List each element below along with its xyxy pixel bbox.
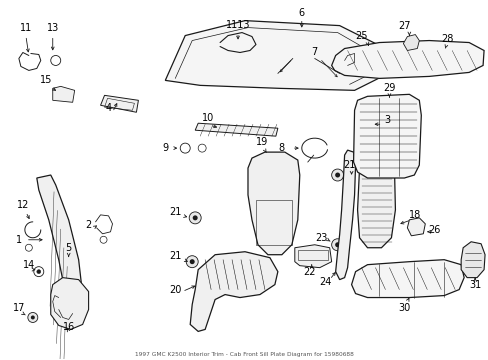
Polygon shape — [335, 150, 355, 280]
Circle shape — [189, 212, 201, 224]
Text: 23: 23 — [315, 233, 327, 243]
Text: 22: 22 — [303, 267, 315, 276]
Text: 25: 25 — [355, 31, 367, 41]
Polygon shape — [51, 278, 88, 329]
Text: 15: 15 — [40, 75, 52, 85]
Text: 31: 31 — [468, 280, 480, 289]
Text: 9: 9 — [162, 143, 168, 153]
Polygon shape — [37, 175, 82, 310]
Text: 24: 24 — [319, 276, 331, 287]
Text: 12: 12 — [17, 200, 29, 210]
Polygon shape — [195, 123, 277, 136]
Text: 1: 1 — [16, 235, 22, 245]
Circle shape — [192, 215, 197, 220]
Polygon shape — [53, 86, 75, 102]
Polygon shape — [403, 35, 419, 50]
Polygon shape — [247, 152, 299, 255]
Polygon shape — [460, 242, 484, 278]
Circle shape — [269, 67, 285, 84]
Polygon shape — [101, 95, 138, 112]
Text: 6: 6 — [298, 8, 304, 18]
Polygon shape — [165, 21, 388, 90]
Text: 13: 13 — [46, 23, 59, 33]
Text: 4: 4 — [105, 103, 111, 113]
Text: 26: 26 — [427, 225, 440, 235]
Text: 21: 21 — [169, 251, 181, 261]
Text: 18: 18 — [408, 210, 421, 220]
Circle shape — [331, 169, 343, 181]
Polygon shape — [331, 41, 483, 78]
Text: 5: 5 — [65, 243, 72, 253]
Polygon shape — [357, 150, 395, 248]
Text: 21: 21 — [169, 207, 181, 217]
Circle shape — [331, 239, 343, 251]
Text: 28: 28 — [440, 33, 452, 44]
Text: 7: 7 — [311, 48, 317, 58]
Text: 29: 29 — [383, 84, 395, 93]
Text: 20: 20 — [169, 284, 181, 294]
Circle shape — [329, 72, 345, 88]
Text: 1113: 1113 — [225, 19, 250, 30]
Text: 11: 11 — [20, 23, 32, 33]
Text: 21: 21 — [343, 160, 355, 170]
Text: 16: 16 — [62, 323, 75, 332]
Polygon shape — [353, 94, 421, 178]
Circle shape — [31, 315, 35, 319]
Text: 3: 3 — [384, 115, 390, 125]
Polygon shape — [294, 245, 331, 268]
Text: 30: 30 — [397, 302, 409, 312]
Circle shape — [334, 242, 340, 247]
Text: 1997 GMC K2500 Interior Trim - Cab Front Sill Plate Diagram for 15980688: 1997 GMC K2500 Interior Trim - Cab Front… — [134, 352, 353, 357]
Text: 17: 17 — [13, 302, 25, 312]
Text: 27: 27 — [397, 21, 410, 31]
Polygon shape — [351, 260, 463, 298]
Text: 10: 10 — [202, 113, 214, 123]
Circle shape — [37, 270, 41, 274]
Polygon shape — [407, 218, 425, 236]
Circle shape — [28, 312, 38, 323]
Polygon shape — [190, 252, 277, 332]
Text: 19: 19 — [255, 137, 267, 147]
Text: 14: 14 — [22, 260, 35, 270]
Circle shape — [189, 259, 194, 264]
Circle shape — [186, 256, 198, 268]
Text: 8: 8 — [278, 143, 285, 153]
Circle shape — [436, 49, 450, 62]
Text: 2: 2 — [85, 220, 92, 230]
Circle shape — [334, 172, 340, 177]
